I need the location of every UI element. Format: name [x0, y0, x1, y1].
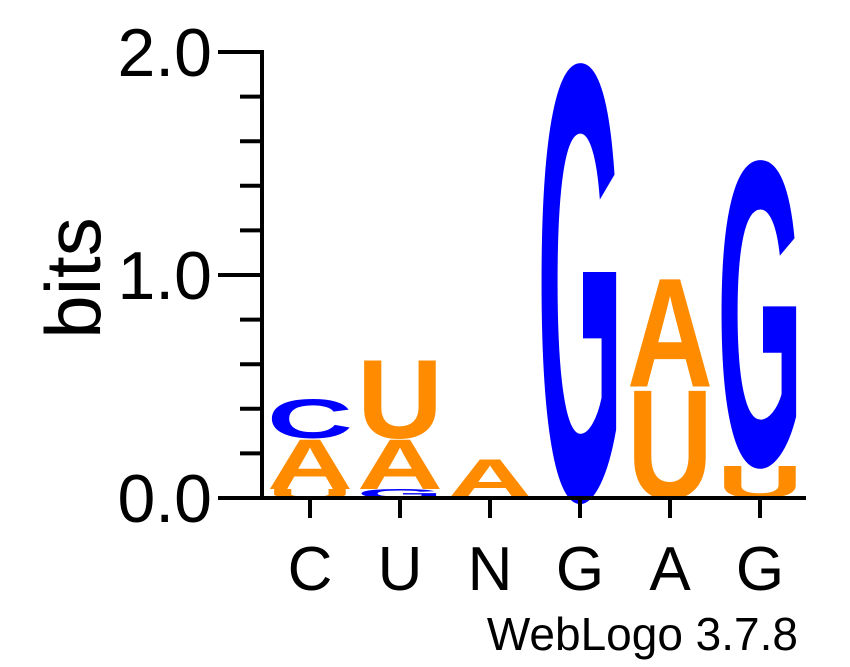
- x-tick-label: N: [468, 535, 513, 604]
- x-tick-label: G: [556, 535, 604, 604]
- y-tick-label: 1.0: [117, 238, 212, 314]
- logo-letter-a: A: [627, 247, 713, 420]
- logo-letter-a: A: [357, 424, 443, 504]
- x-tick-label: U: [378, 535, 423, 604]
- y-axis: 0.0 1.0 2.0: [117, 15, 806, 537]
- y-tick-label: 0.0: [117, 461, 212, 537]
- logo-letter-u: U: [357, 336, 443, 462]
- x-tick-label: A: [649, 535, 691, 604]
- footer-credit: WebLogo 3.7.8: [487, 608, 798, 660]
- logo-letter-c: C: [267, 387, 353, 450]
- y-axis-label: bits: [29, 217, 117, 338]
- logo-letter-g: G: [537, 0, 623, 630]
- logo-letter-g: G: [717, 71, 803, 558]
- logo-letter-a: A: [267, 424, 353, 504]
- x-tick-label: G: [736, 535, 784, 604]
- y-tick-label: 2.0: [117, 15, 212, 91]
- x-tick-label: C: [288, 535, 333, 604]
